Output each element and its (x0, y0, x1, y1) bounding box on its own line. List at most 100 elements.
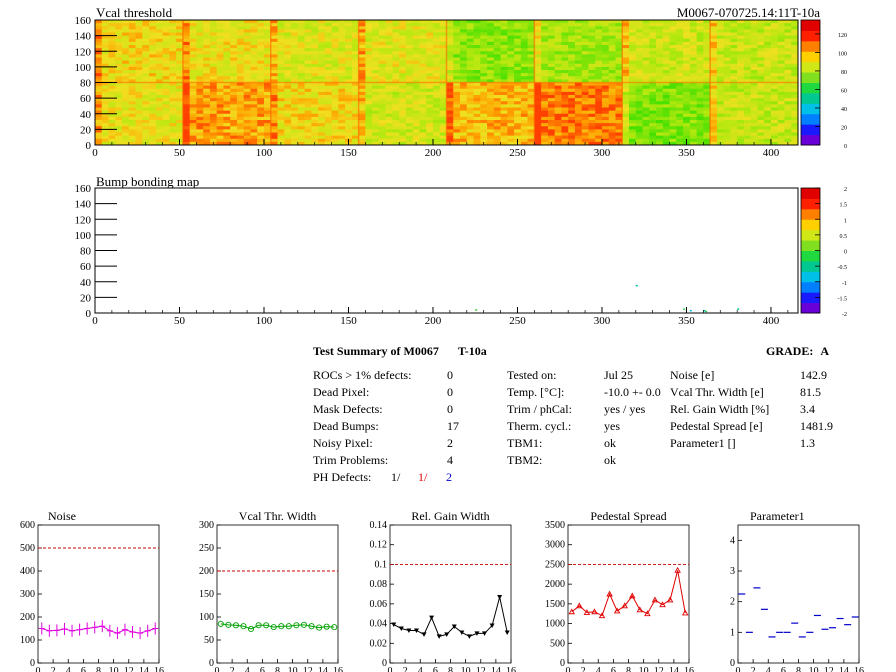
width-value: 81.5 (800, 385, 821, 399)
defect-pixel (635, 284, 638, 287)
y-tick-label: 50 (204, 635, 214, 646)
data-point (293, 622, 300, 629)
defect-label: Mask Defects: (313, 402, 383, 416)
data-point (482, 631, 488, 636)
x-tick-label: 14 (491, 666, 501, 672)
data-point (308, 623, 315, 630)
defect-label: Noisy Pixel: (313, 436, 373, 450)
x-tick-label: 200 (425, 315, 442, 327)
data-point (644, 610, 651, 617)
data-point (255, 622, 262, 629)
condition-label: TBM1: (507, 436, 543, 450)
x-tick-label: 2 (751, 666, 756, 672)
palette-tick-label: 80 (841, 70, 847, 76)
data-point (278, 623, 285, 630)
x-tick-label: 2 (581, 666, 586, 672)
summary-module: Test Summary of M0067 (313, 344, 439, 358)
y-tick-label: 4 (730, 535, 735, 546)
x-tick-label: 4 (418, 666, 423, 672)
y-tick-label: 40 (80, 109, 92, 121)
x-tick-label: 16 (854, 666, 864, 672)
plot-frame (389, 524, 512, 664)
data-point (568, 608, 576, 615)
summary-title: Test Summary of M0067 T-10a (313, 344, 487, 359)
data-point (497, 594, 503, 600)
width-label: Pedestal Spread [e] (670, 419, 763, 433)
width-label: Vcal Thr. Width [e] (670, 385, 764, 399)
y-tick-label: 3500 (545, 520, 565, 531)
x-tick-label: 8 (275, 666, 280, 672)
y-tick-label: 0 (560, 658, 565, 669)
x-tick-label: 0 (388, 666, 393, 672)
defect-label: ROCs > 1% defects: (313, 368, 412, 382)
y-tick-label: 300 (20, 589, 35, 600)
y-tick-label: 120 (75, 46, 92, 58)
defect-pixel (703, 309, 706, 312)
defect-row: Dead Pixel: 0 (313, 385, 453, 400)
y-tick-label: 600 (20, 520, 35, 531)
x-tick-label: 0 (736, 666, 741, 672)
data-point (429, 615, 435, 621)
x-tick-label: 0 (215, 666, 220, 672)
condition-value: Jul 25 (604, 368, 634, 382)
chart-title: Noise (48, 509, 76, 523)
x-tick-label: 12 (476, 666, 486, 672)
condition-label: Therm. cycl.: (507, 419, 572, 433)
series-line (571, 570, 686, 617)
x-tick-label: 4 (596, 666, 601, 672)
width-label: Parameter1 [] (670, 436, 736, 450)
x-tick-label: 150 (340, 147, 357, 159)
y-tick-label: 20 (80, 124, 92, 136)
y-tick-label: 100 (199, 612, 214, 623)
data-point (583, 609, 591, 615)
data-point (504, 630, 510, 635)
y-tick-label: 2 (730, 597, 735, 608)
x-tick-label: 10 (809, 666, 819, 672)
defect-value: 0 (447, 402, 453, 416)
y-tick-label: 0 (86, 140, 92, 152)
x-tick-label: 12 (824, 666, 834, 672)
y-tick-label: 100 (75, 62, 92, 74)
data-point (666, 596, 674, 603)
chart-0: Noise 0 100 200 300 400 500 600 0 2 4 6 8 10 12 14 16 (20, 509, 164, 672)
width-row: Noise [e] 142.9 (670, 368, 827, 383)
y-tick-label: 160 (75, 15, 92, 27)
width-row: Vcal Thr. Width [e] 81.5 (670, 385, 821, 400)
palette-tick-label: -0.5 (838, 265, 848, 271)
condition-label: Trim / phCal: (507, 402, 572, 416)
defect-value: 4 (447, 453, 453, 467)
data-point (474, 631, 480, 636)
width-value: 1481.9 (800, 419, 833, 433)
condition-value: yes / yes (604, 402, 646, 416)
y-tick-label: 140 (75, 31, 92, 43)
palette-tick-label: -2 (842, 312, 847, 318)
data-point (591, 608, 598, 615)
y-tick-label: 250 (199, 543, 214, 554)
data-point (247, 625, 255, 633)
ph-v3: 2 (446, 470, 452, 484)
x-tick-label: 300 (594, 315, 611, 327)
data-point (576, 602, 583, 609)
x-tick-label: 50 (174, 315, 186, 327)
x-tick-label: 6 (611, 666, 616, 672)
x-tick-label: 14 (318, 666, 328, 672)
width-value: 142.9 (800, 368, 827, 382)
series-line (220, 623, 335, 630)
palette-tick-label: 0 (844, 250, 847, 256)
x-tick-label: 16 (154, 666, 164, 672)
vcal-threshold-map: 0 50 100 150 200 250 300 350 4000204060801001201… (75, 5, 848, 159)
y-tick-label: 100 (75, 230, 92, 242)
data-point (651, 596, 659, 603)
palette-tick-label: 20 (841, 125, 847, 131)
y-tick-label: 0.12 (370, 540, 388, 551)
x-tick-label: 400 (763, 147, 780, 159)
summary-test: T-10a (457, 344, 487, 358)
width-label: Noise [e] (670, 368, 715, 382)
x-tick-label: 150 (340, 315, 357, 327)
data-point (391, 622, 397, 628)
condition-label: TBM2: (507, 453, 543, 467)
y-tick-label: 0.04 (370, 619, 388, 630)
y-tick-label: 1 (730, 627, 735, 638)
y-tick-label: 120 (75, 214, 92, 226)
roc-charts: Noise 0 100 200 300 400 500 600 0 2 4 6 8 10 12 14 16 Vca… (0, 505, 896, 672)
